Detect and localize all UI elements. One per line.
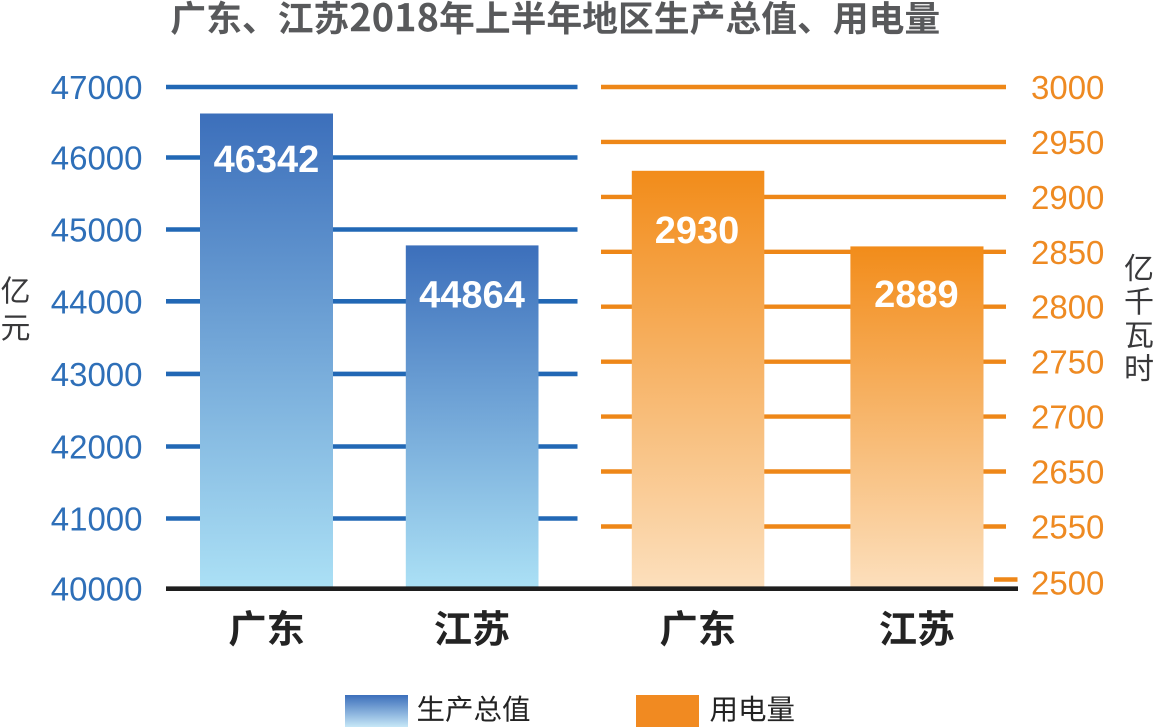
svg-text:2889: 2889 xyxy=(874,274,959,316)
svg-text:41000: 41000 xyxy=(51,501,143,538)
svg-text:2950: 2950 xyxy=(1031,124,1104,161)
svg-text:2850: 2850 xyxy=(1031,234,1104,271)
svg-text:47000: 47000 xyxy=(51,69,143,106)
svg-text:44000: 44000 xyxy=(51,283,143,320)
svg-text:3000: 3000 xyxy=(1031,69,1104,106)
svg-text:2930: 2930 xyxy=(655,210,740,252)
svg-text:44864: 44864 xyxy=(419,274,525,316)
svg-text:2900: 2900 xyxy=(1031,179,1104,216)
svg-text:2700: 2700 xyxy=(1031,399,1104,436)
svg-text:43000: 43000 xyxy=(51,356,143,393)
svg-text:2650: 2650 xyxy=(1031,454,1104,491)
svg-text:2800: 2800 xyxy=(1031,289,1104,326)
svg-text:40000: 40000 xyxy=(51,571,143,608)
svg-text:46000: 46000 xyxy=(51,140,143,177)
svg-text:2750: 2750 xyxy=(1031,344,1104,381)
svg-text:46342: 46342 xyxy=(214,139,320,181)
svg-text:42000: 42000 xyxy=(51,429,143,466)
svg-text:2550: 2550 xyxy=(1031,509,1104,546)
svg-text:45000: 45000 xyxy=(51,212,143,249)
svg-text:2500: 2500 xyxy=(1031,565,1104,602)
